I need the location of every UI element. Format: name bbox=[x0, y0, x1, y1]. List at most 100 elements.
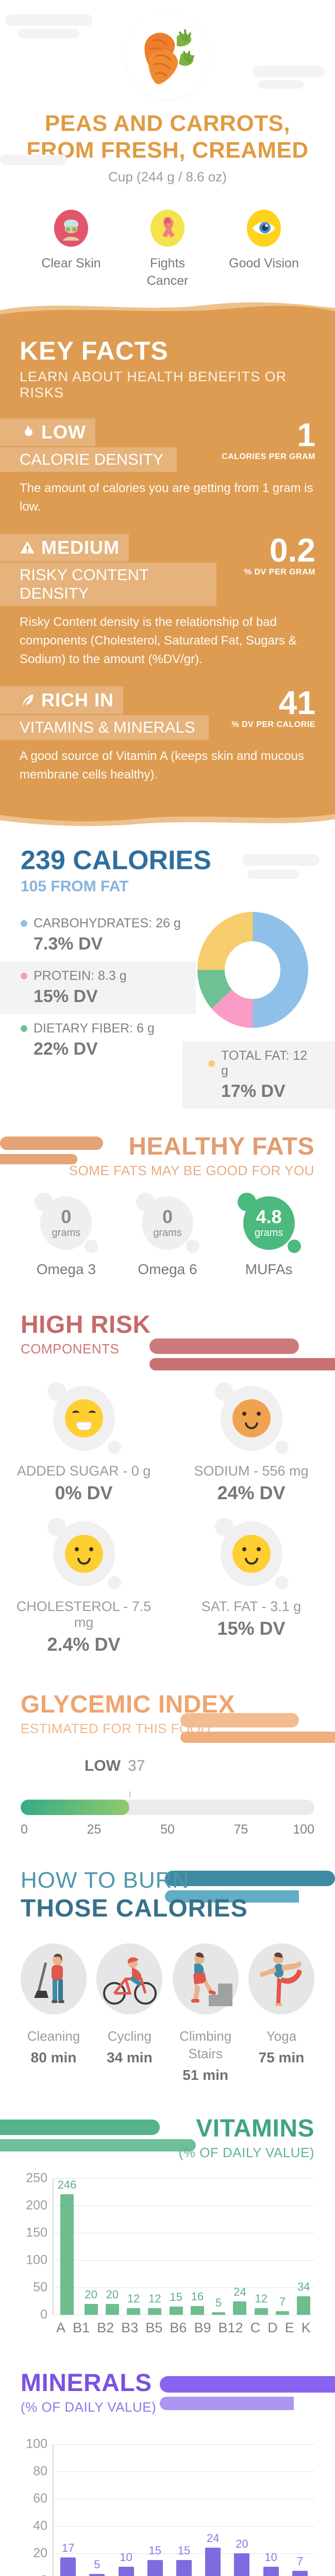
glycemic-fill bbox=[21, 1800, 129, 1816]
legend-dot bbox=[208, 1060, 215, 1067]
risk-dv: 0% DV bbox=[55, 1482, 113, 1504]
activity-name: Cycling bbox=[107, 2028, 152, 2044]
bar-vitamin-a: 246 bbox=[58, 2178, 76, 2315]
risk-dv: 15% DV bbox=[217, 1618, 286, 1639]
omega6-blob: 0 grams bbox=[136, 1193, 199, 1253]
healthy-fats-subtitle: SOME FATS MAY BE GOOD FOR YOU bbox=[69, 1163, 314, 1179]
flame-icon bbox=[25, 425, 32, 436]
bar-vitamin-b1: 20 bbox=[84, 2178, 98, 2315]
vitamins-chart: 250 200 150 100 50 0 246 20 20 12 12 15 … bbox=[0, 2171, 335, 2336]
benefit-clear-skin: Clear Skin bbox=[35, 209, 107, 290]
fact-vitamins-minerals: RICH IN VITAMINS & MINERALS 41 % DV PER … bbox=[0, 684, 315, 784]
climbing-stairs-icon bbox=[191, 1953, 232, 2007]
legend-dv: 17% DV bbox=[221, 1081, 286, 1101]
legend-fiber: DIETARY FIBER: 6 g 22% DV bbox=[21, 1014, 191, 1066]
activity-duration: 75 min bbox=[258, 2049, 305, 2066]
bar-iron: 10 bbox=[118, 2444, 134, 2576]
risk-blob bbox=[214, 1518, 289, 1590]
legend-dot bbox=[21, 973, 27, 980]
healthy-fats-section: HEALTHY FATS SOME FATS MAY BE GOOD FOR Y… bbox=[0, 1127, 335, 1278]
minerals-subtitle: (% OF DAILY VALUE) bbox=[21, 2399, 157, 2415]
serving-size: Cup (244 g / 8.6 oz) bbox=[108, 168, 227, 184]
fact-value: 41 bbox=[278, 684, 315, 722]
risk-added-sugar: ADDED SUGAR - 0 g 0% DV bbox=[0, 1372, 167, 1508]
legend-dv: 7.3% DV bbox=[34, 934, 103, 954]
fact-level: MEDIUM bbox=[41, 537, 120, 558]
high-risk-title: HIGH RISK bbox=[21, 1311, 151, 1339]
cloud-decoration bbox=[18, 29, 79, 38]
risk-name: SODIUM - 556 mg bbox=[194, 1463, 309, 1479]
risk-cholesterol: CHOLESTEROL - 7.5 mg 2.4% DV bbox=[0, 1508, 167, 1659]
cloud-decoration bbox=[242, 854, 320, 866]
calories-section: 239 CALORIES 105 FROM FAT CARBOHYDRATES:… bbox=[0, 829, 335, 1127]
eye-icon bbox=[247, 209, 281, 247]
bar-vitamin-b5: 12 bbox=[148, 2178, 162, 2315]
legend-protein: PROTEIN: 8.3 g 15% DV bbox=[0, 961, 196, 1014]
smile-face-icon bbox=[64, 1535, 103, 1573]
burn-title-line2: THOSE CALORIES bbox=[21, 1895, 248, 1923]
page-title: PEAS AND CARROTS, FROM FRESH, CREAMED bbox=[26, 111, 309, 163]
activity-cycling: Cycling 34 min bbox=[93, 1943, 165, 2083]
fat-unit: grams bbox=[153, 1227, 182, 1239]
fact-description: A good source of Vitamin A (keeps skin a… bbox=[20, 749, 304, 782]
fact-risky-content: MEDIUM RISKY CONTENT DENSITY 0.2 % DV PE… bbox=[0, 534, 315, 669]
wave-divider bbox=[0, 806, 335, 826]
healthy-fats-title: HEALTHY FATS bbox=[128, 1133, 314, 1161]
omega3-blob: 0 grams bbox=[35, 1193, 98, 1253]
key-facts-title: KEY FACTS bbox=[20, 336, 169, 366]
fat-name: Omega 6 bbox=[138, 1261, 197, 1278]
fact-level: RICH IN bbox=[41, 689, 114, 711]
legend-dv: 15% DV bbox=[34, 987, 98, 1007]
vitamins-subtitle: (% OF DAILY VALUE) bbox=[178, 2144, 314, 2160]
fact-description: Risky Content density is the relationshi… bbox=[20, 615, 297, 667]
fact-level: LOW bbox=[41, 421, 86, 443]
risk-blob bbox=[214, 1382, 289, 1454]
mufas-blob: 4.8 grams bbox=[237, 1193, 301, 1253]
bar-vitamin-b12: 5 bbox=[212, 2178, 226, 2315]
bar-vitamin-d: 12 bbox=[254, 2178, 268, 2315]
cancer-ribbon-icon bbox=[150, 209, 185, 247]
glycemic-marker bbox=[129, 1791, 130, 1798]
bar-vitamin-b2: 20 bbox=[105, 2178, 119, 2315]
fact-unit: % DV PER CALORIE bbox=[231, 720, 315, 730]
glycemic-section: GLYCEMIC INDEX ESTIMATED FOR THIS FOOD L… bbox=[0, 1690, 335, 1840]
bar-vitamin-e: 7 bbox=[276, 2178, 289, 2315]
benefit-good-vision: Good Vision bbox=[228, 209, 300, 290]
benefit-label: Fights Cancer bbox=[146, 256, 189, 288]
fat-value: 0 bbox=[162, 1206, 173, 1227]
fact-label: CALORIE DENSITY bbox=[0, 447, 177, 472]
risk-blob bbox=[47, 1518, 121, 1590]
clear-skin-icon bbox=[54, 209, 88, 247]
key-facts-subtitle: LEARN ABOUT HEALTH BENEFITS OR RISKS bbox=[20, 369, 287, 401]
risk-blob bbox=[47, 1382, 121, 1454]
calories-from-fat: 105 FROM FAT bbox=[21, 878, 129, 895]
glycemic-level: LOW 37 bbox=[85, 1757, 145, 1775]
fat-value: 0 bbox=[61, 1206, 72, 1227]
vitamins-title: VITAMINS bbox=[196, 2114, 314, 2142]
glycemic-subtitle: ESTIMATED FOR THIS FOOD bbox=[21, 1721, 211, 1737]
bar-magnesium: 15 bbox=[176, 2444, 192, 2576]
burn-section: HOW TO BURN THOSE CALORIES bbox=[0, 1868, 335, 2083]
macro-donut bbox=[197, 912, 308, 1028]
wave-divider bbox=[0, 302, 335, 319]
bar-vitamin-c: 24 bbox=[233, 2178, 247, 2315]
risk-name: ADDED SUGAR - 0 g bbox=[16, 1463, 151, 1479]
healthy-fats-decoration bbox=[0, 1137, 103, 1165]
activity-cleaning: Cleaning 80 min bbox=[18, 1943, 90, 2083]
high-risk-decoration bbox=[149, 1338, 335, 1371]
bar-zinc: 7 bbox=[292, 2444, 308, 2576]
burn-title-line1: HOW TO BURN bbox=[21, 1868, 190, 1893]
benefit-fights-cancer: Fights Cancer bbox=[131, 209, 204, 290]
activity-duration: 34 min bbox=[106, 2049, 153, 2066]
activity-climbing-stairs: Climbing Stairs 51 min bbox=[170, 1943, 242, 2083]
fat-mufas: 4.8 grams MUFAs bbox=[225, 1193, 313, 1278]
cleaning-icon bbox=[34, 1954, 64, 2004]
bar-phosphorus: 20 bbox=[234, 2444, 250, 2576]
fat-omega6: 0 grams Omega 6 bbox=[124, 1193, 211, 1278]
fat-value: 4.8 bbox=[256, 1206, 282, 1227]
burn-decoration bbox=[165, 1871, 335, 1903]
cloud-decoration bbox=[253, 66, 325, 77]
fact-unit: CALORIES PER GRAM bbox=[222, 452, 315, 462]
minerals-chart: 100 80 60 40 20 0 17 5 10 15 15 24 20 10… bbox=[0, 2436, 335, 2576]
